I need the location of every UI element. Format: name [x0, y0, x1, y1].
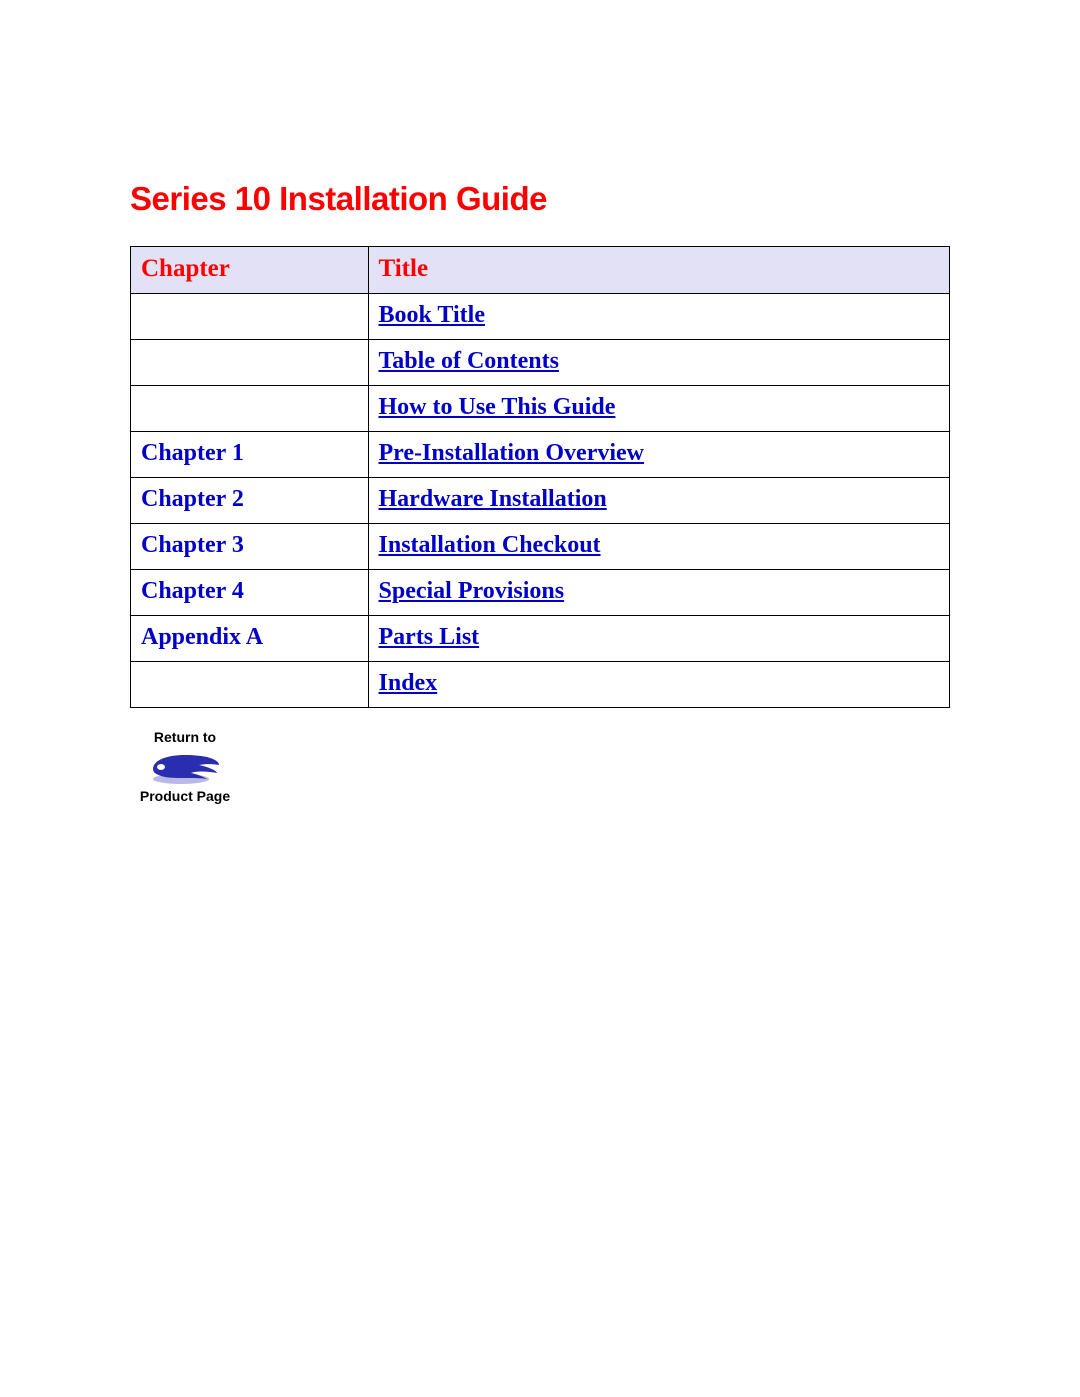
page-title: Series 10 Installation Guide	[130, 180, 950, 218]
chapter-cell: Appendix A	[131, 616, 369, 662]
return-label-top: Return to	[130, 730, 240, 745]
title-cell: Index	[368, 662, 950, 708]
table-row: Chapter 3 Installation Checkout	[131, 524, 950, 570]
toc-link-index[interactable]: Index	[379, 670, 438, 696]
toc-link-installation-checkout[interactable]: Installation Checkout	[379, 532, 601, 558]
toc-link-special-provisions[interactable]: Special Provisions	[379, 578, 565, 604]
chapter-cell	[131, 340, 369, 386]
toc-link-how-to-use[interactable]: How to Use This Guide	[379, 394, 616, 420]
table-row: Chapter 1 Pre-Installation Overview	[131, 432, 950, 478]
table-row: How to Use This Guide	[131, 386, 950, 432]
toc-link-hardware-installation[interactable]: Hardware Installation	[379, 486, 607, 512]
toc-header-title: Title	[368, 247, 950, 294]
table-row: Chapter 2 Hardware Installation	[131, 478, 950, 524]
chapter-cell: Chapter 3	[131, 524, 369, 570]
title-cell: Book Title	[368, 294, 950, 340]
table-row: Book Title	[131, 294, 950, 340]
chapter-cell: Chapter 2	[131, 478, 369, 524]
table-row: Index	[131, 662, 950, 708]
toc-link-parts-list[interactable]: Parts List	[379, 624, 480, 650]
chapter-cell	[131, 386, 369, 432]
toc-header-chapter: Chapter	[131, 247, 369, 294]
chapter-cell	[131, 294, 369, 340]
return-to-product-page-link[interactable]: Return to Product Page	[130, 730, 240, 805]
chapter-cell	[131, 662, 369, 708]
chapter-cell: Chapter 1	[131, 432, 369, 478]
title-cell: Special Provisions	[368, 570, 950, 616]
toc-link-book-title[interactable]: Book Title	[379, 302, 485, 328]
title-cell: Parts List	[368, 616, 950, 662]
toc-header-row: Chapter Title	[131, 247, 950, 294]
table-row: Chapter 4 Special Provisions	[131, 570, 950, 616]
title-cell: Installation Checkout	[368, 524, 950, 570]
toc-link-table-of-contents[interactable]: Table of Contents	[379, 348, 559, 374]
title-cell: Pre-Installation Overview	[368, 432, 950, 478]
table-row: Table of Contents	[131, 340, 950, 386]
title-cell: Hardware Installation	[368, 478, 950, 524]
wing-icon	[147, 749, 223, 785]
table-row: Appendix A Parts List	[131, 616, 950, 662]
return-label-bottom: Product Page	[130, 789, 240, 804]
title-cell: How to Use This Guide	[368, 386, 950, 432]
toc-link-pre-installation[interactable]: Pre-Installation Overview	[379, 440, 645, 466]
toc-table: Chapter Title Book Title Table of Conten…	[130, 246, 950, 708]
title-cell: Table of Contents	[368, 340, 950, 386]
chapter-cell: Chapter 4	[131, 570, 369, 616]
